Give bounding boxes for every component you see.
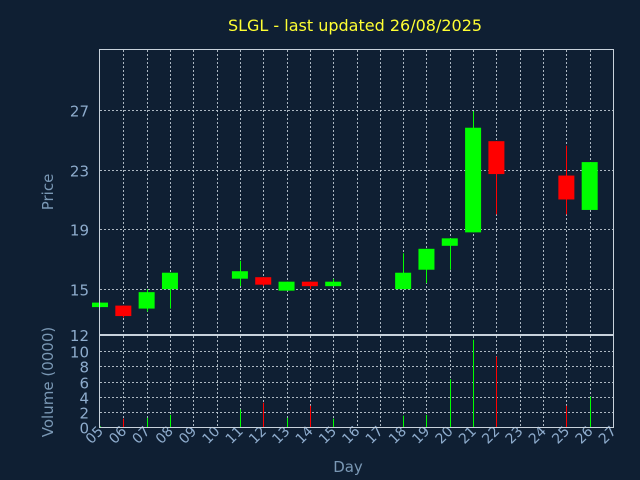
candle-body-26 — [581, 162, 598, 210]
volume-bars — [100, 339, 591, 427]
candle-body-12 — [255, 277, 272, 285]
candles — [92, 111, 598, 318]
volume-panel-frame — [99, 335, 614, 428]
x-axis-label: Day — [333, 458, 363, 476]
price-tick-23: 23 — [70, 163, 89, 181]
volume-tick-8: 8 — [79, 359, 89, 377]
volume-tick-4: 4 — [79, 390, 89, 408]
candle-body-25 — [558, 175, 575, 200]
candle-body-13 — [278, 281, 295, 291]
candle-body-18 — [395, 272, 412, 290]
candle-body-21 — [465, 127, 482, 233]
candle-body-20 — [441, 238, 458, 246]
volume-grid — [100, 336, 613, 427]
x-tick-labels: 05 06 07 08 09 10 11 12 13 14 15 16 17 18 19 20 21 22 23 24… — [83, 423, 620, 447]
volume-tick-6: 6 — [79, 375, 89, 393]
candle-body-11 — [231, 271, 248, 279]
price-tick-15: 15 — [70, 282, 89, 300]
price-tick-27: 27 — [70, 103, 89, 121]
price-tick-bottom: 12 — [70, 327, 89, 345]
candle-body-07 — [138, 292, 155, 309]
price-tick-19: 19 — [70, 222, 89, 240]
volume-tick-2: 2 — [79, 405, 89, 423]
candle-body-19 — [418, 248, 435, 270]
candle-body-14 — [301, 281, 318, 287]
candle-body-22 — [488, 141, 505, 175]
candle-body-15 — [325, 281, 342, 287]
candle-body-08 — [161, 272, 178, 290]
volume-tick-10: 10 — [70, 344, 89, 362]
volume-tick-0: 0 — [79, 420, 89, 438]
price-axis-label: Price — [39, 174, 57, 211]
price-panel-frame — [99, 49, 614, 335]
candle-body-06 — [115, 305, 132, 317]
chart-title: SLGL - last updated 26/08/2025 — [228, 16, 482, 35]
price-grid — [100, 50, 613, 334]
volume-axis-label: Volume (0000) — [39, 327, 57, 437]
price-tick-labels: 15 19 23 27 12 — [70, 103, 89, 346]
